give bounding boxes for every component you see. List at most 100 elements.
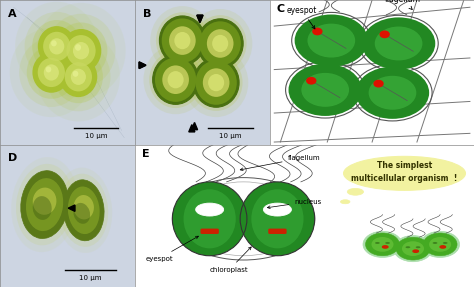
- Ellipse shape: [68, 187, 100, 234]
- Circle shape: [380, 31, 389, 38]
- Text: flagellum: flagellum: [385, 0, 420, 9]
- Circle shape: [340, 200, 350, 204]
- Circle shape: [144, 45, 208, 114]
- Circle shape: [38, 26, 76, 67]
- Circle shape: [385, 242, 390, 244]
- Ellipse shape: [33, 196, 52, 220]
- Text: B: B: [143, 9, 152, 19]
- Circle shape: [413, 250, 419, 252]
- Text: C: C: [276, 4, 284, 14]
- Circle shape: [25, 12, 89, 81]
- Ellipse shape: [55, 168, 112, 253]
- Ellipse shape: [33, 188, 56, 215]
- Ellipse shape: [429, 237, 451, 252]
- Ellipse shape: [251, 189, 303, 248]
- Text: chloroplast: chloroplast: [210, 247, 251, 273]
- Ellipse shape: [372, 237, 393, 252]
- Circle shape: [208, 74, 224, 91]
- Circle shape: [32, 52, 70, 93]
- Circle shape: [36, 3, 126, 98]
- Text: eyespot: eyespot: [145, 236, 199, 261]
- Text: The simplest
multicellular organism  !: The simplest multicellular organism !: [351, 161, 458, 183]
- Ellipse shape: [173, 182, 247, 256]
- Text: D: D: [8, 154, 18, 164]
- Circle shape: [443, 242, 447, 244]
- Circle shape: [169, 26, 196, 55]
- Circle shape: [10, 28, 93, 117]
- Circle shape: [188, 9, 252, 78]
- Circle shape: [190, 54, 243, 111]
- Circle shape: [200, 21, 241, 66]
- Circle shape: [174, 32, 191, 49]
- Polygon shape: [139, 62, 146, 69]
- Polygon shape: [197, 15, 203, 22]
- Ellipse shape: [344, 156, 465, 190]
- Circle shape: [197, 19, 243, 68]
- Circle shape: [51, 40, 57, 46]
- Circle shape: [406, 246, 410, 248]
- Circle shape: [308, 24, 355, 57]
- Circle shape: [75, 44, 81, 51]
- Ellipse shape: [365, 233, 400, 256]
- Text: 10 μm: 10 μm: [79, 275, 102, 281]
- Ellipse shape: [363, 231, 402, 257]
- Circle shape: [375, 26, 422, 61]
- Ellipse shape: [183, 189, 236, 248]
- Ellipse shape: [16, 164, 73, 245]
- Circle shape: [19, 38, 83, 107]
- Circle shape: [43, 32, 70, 61]
- Circle shape: [46, 42, 110, 111]
- Circle shape: [37, 32, 120, 121]
- Ellipse shape: [396, 237, 430, 260]
- Circle shape: [212, 35, 228, 52]
- Text: flagellum: flagellum: [240, 155, 320, 171]
- Circle shape: [61, 29, 101, 73]
- Circle shape: [149, 51, 202, 108]
- Circle shape: [374, 80, 383, 87]
- Polygon shape: [139, 62, 146, 69]
- Circle shape: [59, 57, 97, 97]
- Circle shape: [159, 16, 205, 65]
- Ellipse shape: [73, 203, 90, 224]
- Circle shape: [383, 246, 388, 248]
- Ellipse shape: [393, 236, 432, 262]
- Circle shape: [168, 71, 183, 88]
- Circle shape: [153, 55, 199, 104]
- Text: E: E: [142, 149, 149, 159]
- Text: 10 μm: 10 μm: [85, 133, 107, 139]
- Polygon shape: [68, 205, 75, 211]
- Circle shape: [71, 69, 86, 85]
- Circle shape: [195, 61, 237, 105]
- Ellipse shape: [26, 178, 63, 231]
- Circle shape: [155, 57, 196, 102]
- Circle shape: [49, 38, 64, 55]
- Circle shape: [362, 18, 435, 69]
- Circle shape: [65, 62, 92, 92]
- Circle shape: [44, 64, 59, 81]
- Circle shape: [184, 48, 248, 117]
- Ellipse shape: [423, 233, 457, 256]
- Polygon shape: [191, 123, 198, 130]
- Circle shape: [369, 76, 416, 110]
- Circle shape: [38, 58, 65, 87]
- Ellipse shape: [402, 241, 424, 256]
- Circle shape: [203, 68, 229, 97]
- Ellipse shape: [11, 157, 78, 252]
- Circle shape: [162, 65, 189, 94]
- Circle shape: [15, 2, 98, 91]
- Ellipse shape: [264, 203, 292, 216]
- Circle shape: [313, 28, 322, 35]
- Text: A: A: [8, 9, 17, 19]
- Circle shape: [27, 46, 76, 99]
- Circle shape: [73, 42, 89, 59]
- Circle shape: [73, 71, 78, 77]
- Ellipse shape: [64, 180, 104, 241]
- Ellipse shape: [420, 231, 460, 257]
- Text: nucleus: nucleus: [267, 199, 322, 209]
- Circle shape: [307, 77, 316, 84]
- Circle shape: [150, 6, 215, 75]
- Circle shape: [289, 64, 362, 116]
- Circle shape: [433, 242, 438, 244]
- FancyBboxPatch shape: [269, 229, 286, 233]
- Text: 10 μm: 10 μm: [219, 133, 242, 139]
